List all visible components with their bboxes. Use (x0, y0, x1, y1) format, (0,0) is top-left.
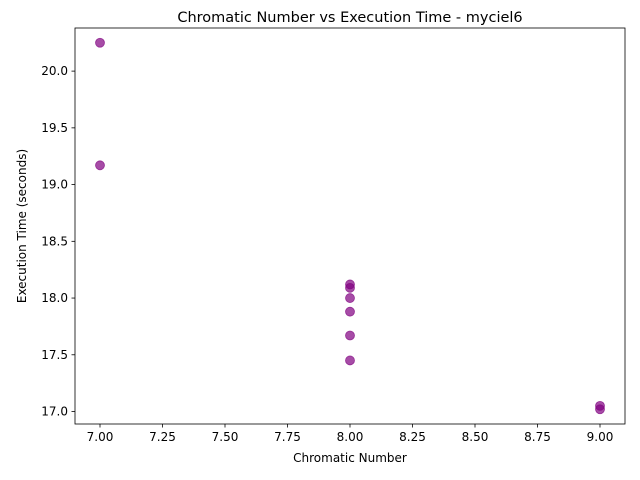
x-tick-label: 7.00 (87, 430, 114, 444)
y-tick-label: 18.0 (41, 291, 68, 305)
x-axis: 7.00 7.25 7.50 7.75 8.00 8.25 8.50 8.75 9.00 (87, 424, 614, 444)
data-point (595, 404, 605, 415)
data-points (95, 37, 605, 415)
x-axis-label: Chromatic Number (293, 451, 407, 465)
y-tick-label: 17.5 (41, 348, 68, 362)
data-point (345, 293, 355, 303)
x-tick-label: 7.25 (149, 430, 176, 444)
data-point (95, 160, 105, 171)
data-point (345, 330, 355, 341)
data-point (95, 37, 105, 48)
data-point (345, 306, 355, 317)
x-tick-label: 9.00 (587, 430, 614, 444)
x-tick-label: 7.75 (274, 430, 301, 444)
y-tick-label: 19.5 (41, 121, 68, 135)
x-tick-label: 8.00 (337, 430, 364, 444)
x-tick-label: 8.75 (524, 430, 551, 444)
x-tick-label: 7.50 (212, 430, 239, 444)
x-tick-label: 8.25 (399, 430, 426, 444)
y-axis: 17.0 17.5 18.0 18.5 19.0 19.5 20.0 (41, 64, 75, 419)
y-axis-label: Execution Time (seconds) (15, 149, 29, 303)
x-tick-label: 8.50 (462, 430, 489, 444)
y-tick-label: 18.5 (41, 234, 68, 248)
data-point (345, 282, 355, 293)
y-tick-label: 17.0 (41, 405, 68, 419)
chart-title: Chromatic Number vs Execution Time - myc… (177, 10, 522, 26)
y-tick-label: 20.0 (41, 64, 68, 78)
y-tick-label: 19.0 (41, 178, 68, 192)
data-point (345, 355, 355, 366)
